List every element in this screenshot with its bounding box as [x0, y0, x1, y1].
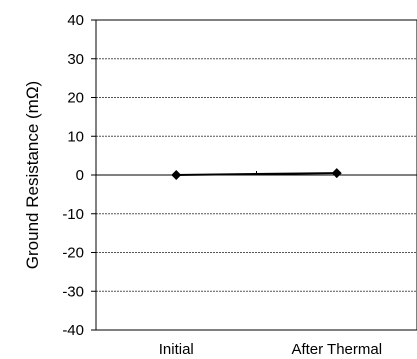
y-tick-label: 20	[67, 90, 84, 107]
y-axis-ticks: 40 30 20 10 0 -10 -20 -30 -40	[62, 12, 96, 339]
y-tick-label: 10	[67, 128, 84, 145]
y-tick-label: 30	[67, 51, 84, 68]
x-tick-label: Initial	[159, 341, 194, 358]
y-tick-label: -10	[62, 206, 84, 223]
series-line	[176, 172, 337, 176]
x-axis-ticks: Initial After Thermal	[159, 171, 382, 358]
series-layer	[171, 168, 342, 180]
y-tick-label: -20	[62, 245, 84, 262]
data-point-marker	[331, 168, 342, 179]
y-axis-title: Ground Resistance (mΩ)	[23, 81, 42, 269]
data-point-marker	[171, 170, 182, 180]
x-tick-label: After Thermal	[291, 341, 382, 358]
y-tick-label: 40	[67, 12, 84, 29]
y-tick-label: -30	[62, 283, 84, 300]
y-tick-label: 0	[76, 167, 84, 184]
y-tick-label: -40	[62, 322, 84, 339]
